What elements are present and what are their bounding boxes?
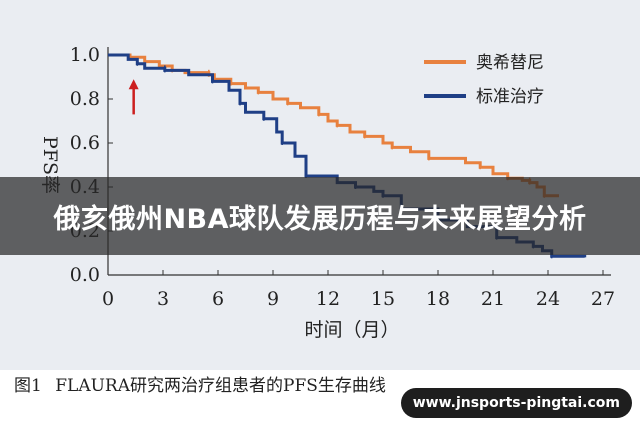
x-tick-label: 6: [212, 288, 224, 310]
x-tick-label: 12: [316, 288, 340, 310]
annotation-layer: [128, 79, 139, 115]
x-tick-label: 27: [591, 288, 615, 310]
figure-caption: 图1 FLAURA研究两治疗组患者的PFS生存曲线: [14, 371, 394, 396]
y-tick-label: 1.0: [70, 44, 100, 66]
y-tick-label: 0.8: [70, 88, 100, 110]
legend-label-1: 奥希替尼: [476, 53, 544, 73]
x-tick-label: 21: [481, 288, 505, 310]
figure-label: 图1: [14, 376, 42, 396]
x-tick-label: 9: [267, 288, 279, 310]
legend-label-2: 标准治疗: [476, 87, 544, 107]
annotation-arrow-head: [128, 79, 139, 90]
banner-title: 俄亥俄州NBA球队发展历程与未来展望分析: [53, 203, 587, 235]
x-tick-label: 3: [157, 288, 169, 310]
x-axis-label: 时间（月）: [304, 319, 399, 341]
title-banner: 俄亥俄州NBA球队发展历程与未来展望分析: [0, 177, 640, 255]
x-tick-label: 15: [371, 288, 395, 310]
x-tick-label: 24: [536, 288, 560, 310]
x-tick-label: 18: [426, 288, 450, 310]
x-tick-label: 0: [102, 288, 114, 310]
y-tick-label: 0.0: [70, 264, 100, 286]
watermark: www.jnsports-pingtai.com: [400, 388, 632, 418]
y-tick-label: 0.6: [70, 132, 100, 154]
caption-text: FLAURA研究两治疗组患者的PFS生存曲线: [55, 376, 386, 396]
